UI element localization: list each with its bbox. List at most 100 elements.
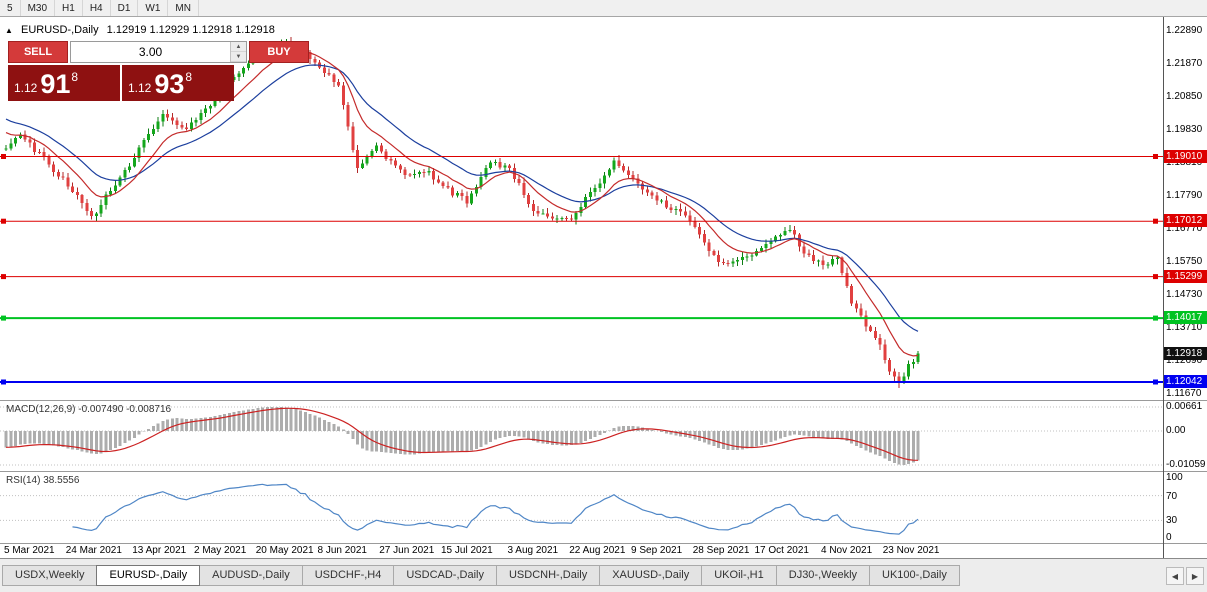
price-tick-label: 1.19830	[1166, 124, 1203, 135]
buy-price-display[interactable]: 1.12 93 8	[122, 65, 234, 101]
chart-tab-usdcnh-daily[interactable]: USDCNH-,Daily	[495, 565, 601, 586]
rsi-axis: 100 70 30 0	[1163, 472, 1207, 543]
price-tick-label: 1.17790	[1166, 190, 1203, 201]
candlestick-series	[4, 37, 920, 388]
chart-tab-usdcad-daily[interactable]: USDCAD-,Daily	[393, 565, 497, 586]
tab-scroll-right-button[interactable]: ▶	[1186, 567, 1204, 585]
line-marker	[1, 315, 6, 321]
macd-label: MACD(12,26,9) -0.007490 -0.008716	[6, 404, 172, 415]
date-label: 5 Mar 2021	[4, 545, 55, 556]
date-label: 27 Jun 2021	[379, 545, 435, 556]
timeframe-button-d1[interactable]: D1	[111, 0, 139, 16]
date-label: 15 Jul 2021	[441, 545, 493, 556]
sell-button[interactable]: SELL	[8, 41, 68, 63]
volume-decrease-button[interactable]: ▼	[231, 52, 246, 62]
chart-tab-uk100-daily[interactable]: UK100-,Daily	[869, 565, 960, 586]
date-label: 17 Oct 2021	[754, 545, 809, 556]
chart-tab-bar: USDX,Weekly EURUSD-,Daily AUDUSD-,Daily USD…	[0, 558, 1207, 592]
rsi-chart[interactable]	[0, 472, 1163, 543]
price-tick-label: 1.21870	[1166, 58, 1203, 69]
date-label: 13 Apr 2021	[132, 545, 187, 556]
buy-price-main: 93	[154, 69, 185, 99]
timeframe-button-h1[interactable]: H1	[55, 0, 83, 16]
rsi-axis-label: 100	[1166, 472, 1183, 483]
chart-tab-eurusd-daily[interactable]: EURUSD-,Daily	[96, 565, 201, 586]
volume-input[interactable]	[71, 42, 230, 62]
price-tick-label: 1.14730	[1166, 289, 1203, 300]
chart-tabs: USDX,Weekly EURUSD-,Daily AUDUSD-,Daily USD…	[2, 565, 960, 586]
volume-increase-button[interactable]: ▲	[231, 42, 246, 52]
buy-button[interactable]: BUY	[249, 41, 309, 63]
chart-tab-usdchf-h4[interactable]: USDCHF-,H4	[301, 565, 395, 586]
chart-symbol-title: EURUSD-,Daily	[20, 24, 99, 36]
date-label: 22 Aug 2021	[569, 545, 626, 556]
rsi-line	[72, 483, 919, 535]
rsi-axis-label: 30	[1166, 515, 1178, 527]
price-tag-1.14017: 1.14017	[1163, 311, 1207, 325]
main-chart-panel: ▲ EURUSD-,Daily 1.12919 1.12929 1.12918 …	[0, 17, 1207, 400]
timeframe-button-m30[interactable]: M30	[21, 0, 56, 16]
ma-fast-line	[5, 50, 919, 357]
line-marker	[1153, 154, 1158, 159]
tab-scroll-left-button[interactable]: ◀	[1166, 567, 1184, 585]
price-chart[interactable]	[0, 17, 1163, 400]
line-marker	[1153, 315, 1158, 321]
price-tick-label: 1.15750	[1166, 256, 1203, 267]
date-label: 20 May 2021	[255, 545, 314, 556]
date-label: 8 Jun 2021	[317, 545, 368, 556]
chart-tab-usdx-weekly[interactable]: USDX,Weekly	[2, 565, 98, 586]
price-tick-label: 1.16770	[1166, 223, 1203, 234]
macd-signal-line	[5, 407, 919, 461]
price-tag-1.12042: 1.12042	[1163, 374, 1207, 388]
chart-ohlc-values: 1.12919 1.12929 1.12918 1.12918	[106, 24, 275, 36]
macd-panel: MACD(12,26,9) -0.007490 -0.008716 0.0066…	[0, 400, 1207, 471]
macd-chart[interactable]	[0, 401, 1163, 471]
timeframe-toolbar: 5 M30 H1 H4 D1 W1 MN	[0, 0, 1207, 17]
line-marker	[1, 379, 6, 385]
date-label: 9 Sep 2021	[631, 545, 683, 556]
volume-spinner: ▲ ▼	[230, 42, 246, 62]
rsi-label: RSI(14) 38.5556	[6, 475, 80, 486]
line-marker	[1, 274, 6, 280]
timeframe-button-w1[interactable]: W1	[138, 0, 169, 16]
line-marker	[1, 154, 6, 159]
rsi-axis-label: 70	[1166, 490, 1178, 502]
volume-field: ▲ ▼	[70, 41, 247, 63]
buy-price-prefix: 1.12	[128, 81, 152, 95]
timeframe-button-mn[interactable]: MN	[168, 0, 199, 16]
axis-separator-line	[1163, 17, 1164, 558]
sell-price-display[interactable]: 1.12 91 8	[8, 65, 120, 101]
chart-tab-xauusd-daily[interactable]: XAUUSD-,Daily	[599, 565, 703, 586]
date-label: 24 Mar 2021	[65, 545, 122, 556]
price-tag-1.19010: 1.19010	[1163, 149, 1207, 163]
timeframe-button-5[interactable]: 5	[0, 0, 21, 16]
line-marker	[1153, 274, 1158, 280]
chart-tab-audusd-daily[interactable]: AUDUSD-,Daily	[199, 565, 303, 586]
line-marker	[1153, 379, 1158, 385]
chart-tab-dj30-weekly[interactable]: DJ30-,Weekly	[775, 565, 871, 586]
chart-tab-ukoil-h1[interactable]: UKOil-,H1	[701, 565, 777, 586]
date-label: 2 May 2021	[194, 545, 247, 556]
price-tick-label: 1.12690	[1166, 355, 1203, 366]
sell-price-main: 91	[40, 69, 71, 99]
date-label: 23 Nov 2021	[882, 545, 940, 556]
price-tick-label: 1.22890	[1166, 25, 1203, 36]
price-tag-1.17012: 1.17012	[1163, 214, 1207, 228]
trade-prices-row: 1.12 91 8 1.12 93 8	[8, 65, 234, 101]
line-marker	[1, 218, 6, 224]
macd-axis-label: -0.01059	[1166, 459, 1206, 470]
date-label: 3 Aug 2021	[507, 545, 559, 556]
sell-price-prefix: 1.12	[14, 81, 38, 95]
one-click-collapse-arrow[interactable]: ▲	[5, 26, 13, 35]
price-axis[interactable]: 1.19010 1.17012 1.15299 1.14017 1.12042 1.228…	[1163, 17, 1207, 400]
buy-price-sup: 8	[185, 70, 193, 84]
macd-axis-label: 0.00	[1166, 424, 1186, 436]
price-tick-label: 1.13710	[1166, 322, 1203, 333]
timeframe-button-h4[interactable]: H4	[83, 0, 111, 16]
date-axis[interactable]: 5 Mar 2021 24 Mar 2021 13 Apr 2021 2 May 20…	[0, 543, 1207, 558]
one-click-trade-panel: SELL ▲ ▼ BUY 1.12 91 8 1.12	[8, 41, 309, 101]
trade-controls-row: SELL ▲ ▼ BUY	[8, 41, 309, 63]
chart-header: ▲ EURUSD-,Daily 1.12919 1.12929 1.12918 …	[5, 24, 280, 36]
price-tag-1.15299: 1.15299	[1163, 269, 1207, 283]
